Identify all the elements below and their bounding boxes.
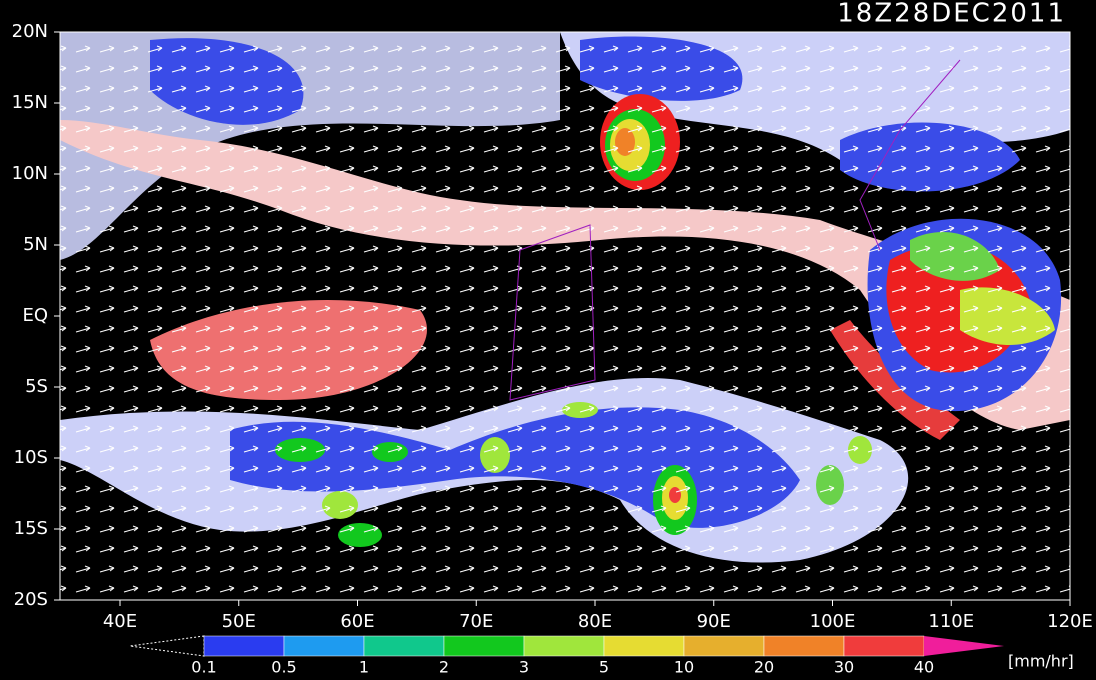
- colorbar-segment: [363, 635, 445, 657]
- lon-label: 90E: [697, 611, 731, 632]
- lat-label: EQ: [22, 305, 48, 326]
- map-field: [60, 32, 1070, 600]
- lon-label: 70E: [459, 611, 493, 632]
- lon-label: 60E: [340, 611, 374, 632]
- lat-label: 5N: [23, 234, 48, 255]
- colorbar-label: 3: [519, 658, 529, 677]
- map-title: 18Z28DEC2011: [837, 0, 1066, 29]
- colorbar-label: 20: [754, 658, 774, 677]
- lat-label: 5S: [25, 376, 48, 397]
- lon-label: 100E: [810, 611, 856, 632]
- colorbar-segment: [443, 635, 525, 657]
- colorbar-label: 0.5: [271, 658, 296, 677]
- lat-label: 10N: [12, 163, 48, 184]
- lon-label: 110E: [928, 611, 974, 632]
- colorbar-label: 10: [674, 658, 694, 677]
- colorbar-over-arrow: [924, 636, 1004, 656]
- colorbar-segment: [203, 635, 285, 657]
- lon-label: 40E: [103, 611, 137, 632]
- colorbar-segment: [763, 635, 845, 657]
- lat-label: 15S: [14, 518, 48, 539]
- colorbar-label: 2: [439, 658, 449, 677]
- colorbar-segment: [683, 635, 765, 657]
- lon-label: 120E: [1047, 611, 1093, 632]
- colorbar-segment: [603, 635, 685, 657]
- lat-label: 20S: [14, 589, 48, 610]
- colorbar-unit: [mm/hr]: [1008, 652, 1074, 671]
- colorbar: 0.1 0.5 1 2 3 5 10 20 30 40 [mm/hr]: [129, 635, 1074, 677]
- colorbar-label: 1: [359, 658, 369, 677]
- colorbar-label: 40: [914, 658, 934, 677]
- lat-label: 20N: [12, 21, 48, 42]
- colorbar-segment: [523, 635, 605, 657]
- colorbar-label: 0.1: [191, 658, 216, 677]
- colorbar-segment: [283, 635, 365, 657]
- lon-label: 50E: [222, 611, 256, 632]
- lon-label: 80E: [578, 611, 612, 632]
- lat-label: 10S: [14, 447, 48, 468]
- colorbar-label: 30: [834, 658, 854, 677]
- colorbar-under-arrow: [129, 635, 205, 657]
- axis-labels: 20N 15N 10N 5N EQ 5S 10S 15S 20S 40E 50E 60E 70E 80E 9…: [12, 21, 1093, 632]
- colorbar-segment: [843, 635, 925, 657]
- lat-label: 15N: [12, 92, 48, 113]
- colorbar-label: 5: [599, 658, 609, 677]
